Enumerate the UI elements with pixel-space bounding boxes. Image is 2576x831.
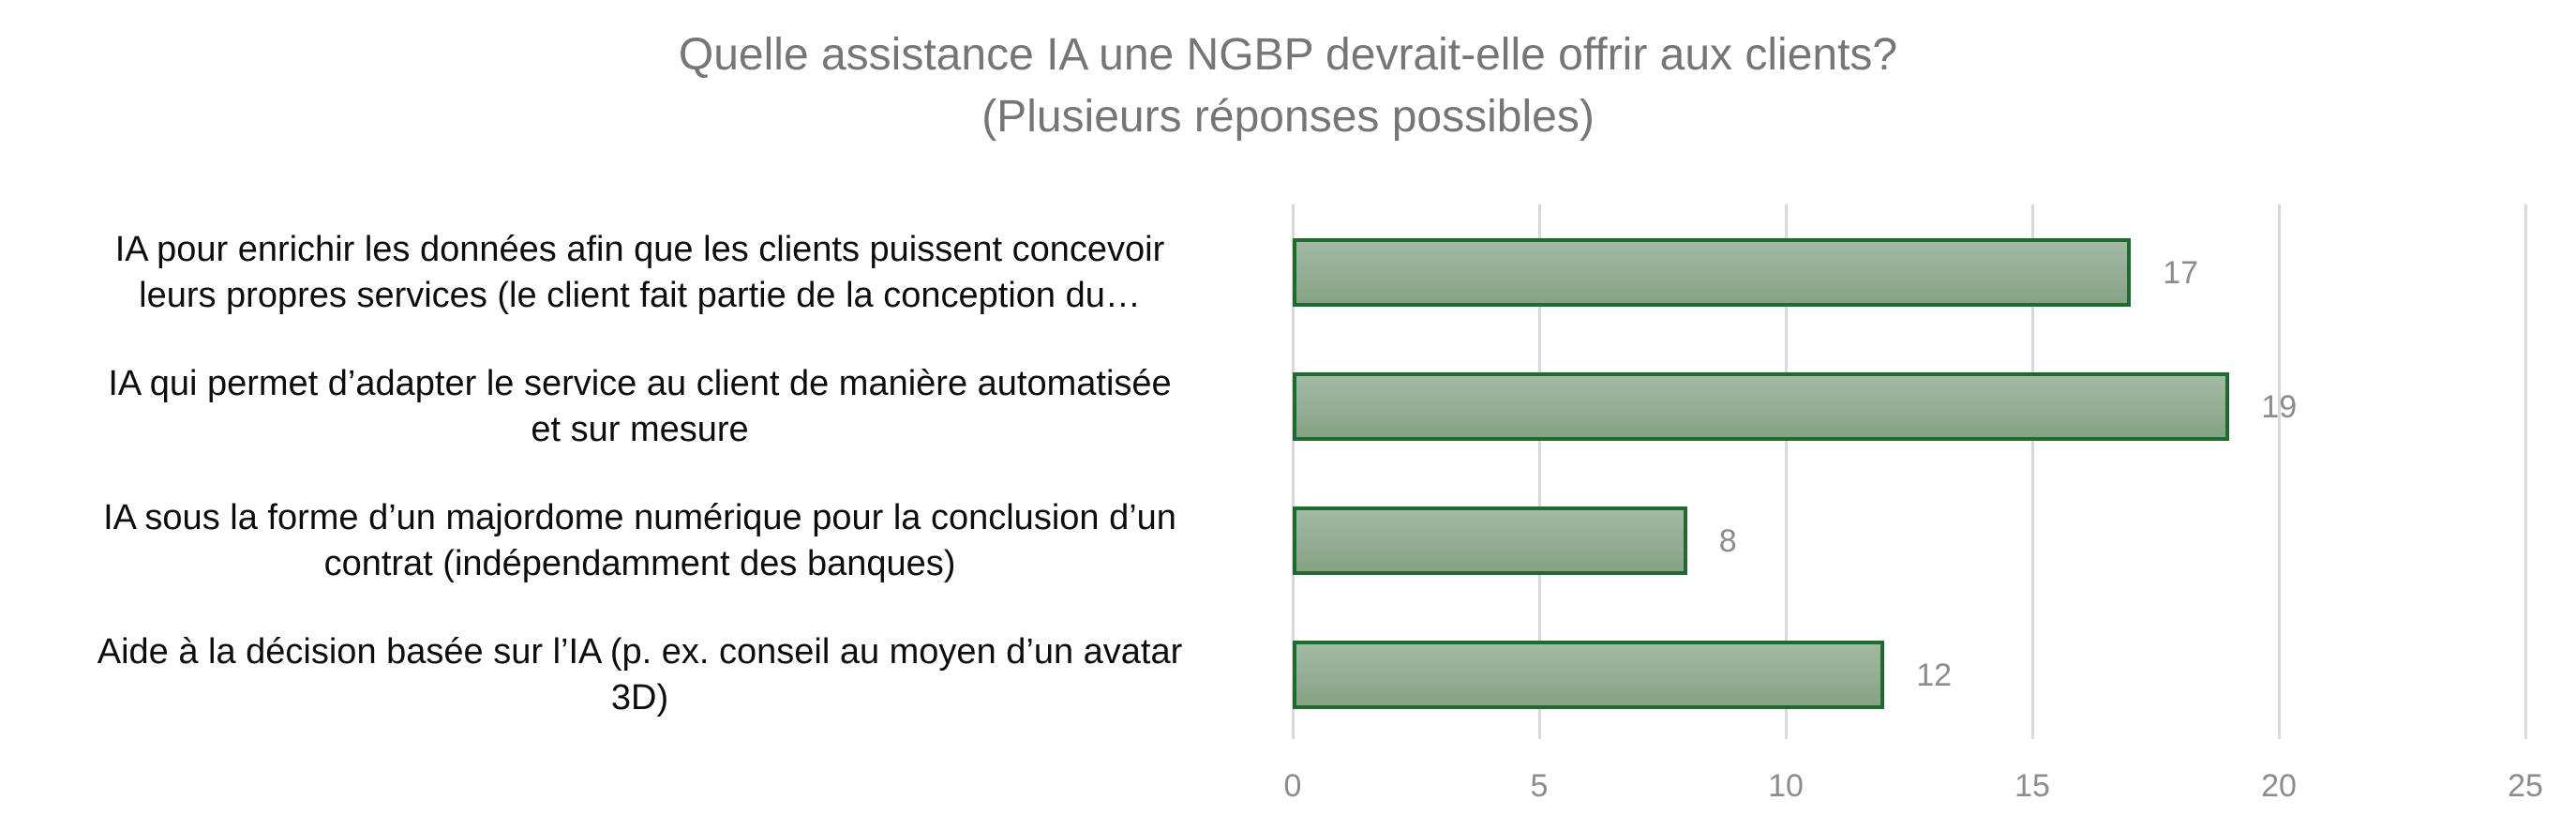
gridline-x-20 bbox=[2277, 204, 2281, 739]
category-label-line: IA qui permet d’adapter le service au cl… bbox=[108, 363, 1172, 403]
category-label-line: contrat (indépendamment des banques) bbox=[323, 543, 956, 583]
gridline-x-0 bbox=[1291, 204, 1295, 739]
category-label-line: IA sous la forme d’un majordome numériqu… bbox=[103, 497, 1176, 537]
bar-1 bbox=[1293, 238, 2132, 307]
category-label-line: IA pour enrichir les données afin que le… bbox=[114, 229, 1165, 269]
bar-value-label: 17 bbox=[2163, 254, 2199, 291]
bar-value-label: 12 bbox=[1916, 657, 1953, 693]
gridline-x-5 bbox=[1537, 204, 1541, 739]
category-label-3: IA sous la forme d’un majordome numériqu… bbox=[19, 495, 1261, 587]
x-axis-tick-label: 5 bbox=[1530, 768, 1549, 804]
category-label-line: leurs propres services (le client fait p… bbox=[139, 275, 1141, 315]
chart-title-line1: Quelle assistance IA une NGBP devrait-el… bbox=[678, 30, 1898, 80]
chart-title-line2: (Plusieurs réponses possibles) bbox=[981, 92, 1595, 142]
category-label-2: IA qui permet d’adapter le service au cl… bbox=[19, 361, 1261, 453]
bar-value-label: 8 bbox=[1718, 522, 1737, 559]
chart-title: Quelle assistance IA une NGBP devrait-el… bbox=[0, 24, 2576, 148]
category-label-line: Aide à la décision basée sur l’IA (p. ex… bbox=[97, 631, 1183, 672]
bar-3 bbox=[1293, 506, 1687, 575]
category-label-line: et sur mesure bbox=[531, 409, 749, 449]
x-axis-tick-label: 0 bbox=[1283, 768, 1302, 804]
gridline-x-10 bbox=[1784, 204, 1788, 739]
category-label-4: Aide à la décision basée sur l’IA (p. ex… bbox=[19, 629, 1261, 721]
bar-2 bbox=[1293, 372, 2230, 441]
category-label-line: 3D) bbox=[610, 677, 669, 718]
x-axis-tick-label: 20 bbox=[2261, 768, 2297, 804]
x-axis-tick-label: 25 bbox=[2508, 768, 2543, 804]
bar-4 bbox=[1293, 641, 1885, 709]
category-label-1: IA pour enrichir les données afin que le… bbox=[19, 227, 1261, 319]
x-axis-tick-label: 15 bbox=[2014, 768, 2050, 804]
bar-value-label: 19 bbox=[2261, 388, 2298, 425]
gridline-x-25 bbox=[2524, 204, 2527, 739]
x-axis-tick-label: 10 bbox=[1768, 768, 1804, 804]
gridline-x-15 bbox=[2030, 204, 2034, 739]
